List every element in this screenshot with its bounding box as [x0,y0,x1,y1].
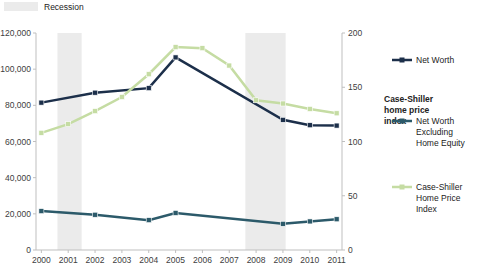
series-marker [173,210,178,215]
series-marker [280,101,285,106]
legend-label: Recession [44,2,84,12]
recession-band [57,33,81,250]
y-tick-label: 120,000 [0,28,31,38]
series-marker [39,209,44,214]
legend-marker [400,119,405,124]
y-tick [33,250,36,251]
legend-label: Net Worth [416,55,454,65]
x-tick [68,250,69,253]
series-line [41,47,336,133]
series-marker [307,106,312,111]
x-tick-label: 2004 [139,255,158,265]
y-tick [33,141,36,142]
x-axis [36,250,342,251]
series [39,45,339,136]
x-tick [256,250,257,253]
legend-swatch [4,2,38,11]
series-marker [254,98,259,103]
x-tick-label: 2011 [327,255,346,265]
x-tick-label: 2010 [300,255,319,265]
x-tick [202,250,203,253]
x-tick [229,250,230,253]
x-tick [121,250,122,253]
x-tick-label: 2009 [273,255,292,265]
series-marker [146,218,151,223]
x-tick [336,250,337,253]
series-marker [227,63,232,68]
x-tick-label: 2003 [112,255,131,265]
y-tick-label: 60,000 [5,137,31,147]
y2-tick-label: 100 [348,137,362,147]
legend-label: Case-ShillerHome PriceIndex [416,182,462,214]
x-tick [95,250,96,253]
series-marker [280,221,285,226]
series-marker [173,45,178,50]
series [39,209,339,227]
y-tick [33,177,36,178]
recession-band [245,33,285,250]
legend-label: Net WorthExcludingHome Equity [416,116,465,148]
y-tick [33,213,36,214]
legend-marker [400,58,405,63]
series-marker [307,219,312,224]
series-line [41,211,336,224]
chart: 2000200120022003200420052006200720082009… [0,0,480,268]
series-marker [146,86,151,91]
y2-tick [342,250,345,251]
x-tick [148,250,149,253]
y-tick [33,33,36,34]
series-marker [39,130,44,135]
plot-area [39,33,339,250]
x-tick [309,250,310,253]
y2-tick-label: 50 [348,191,358,201]
y-tick-label: 20,000 [5,209,31,219]
x-tick-label: 2007 [220,255,239,265]
y-tick-label: 0 [26,245,31,255]
y2-tick [342,87,345,88]
x-tick-label: 2008 [247,255,266,265]
series-marker [173,55,178,60]
series-marker [307,123,312,128]
x-tick-label: 2000 [32,255,51,265]
series-marker [200,46,205,51]
series-marker [93,212,98,217]
y-tick-label: 80,000 [5,100,31,110]
series-marker [280,117,285,122]
x-tick-label: 2005 [166,255,185,265]
x-tick-label: 2002 [86,255,105,265]
y2-tick-label: 0 [348,245,353,255]
y-tick [33,105,36,106]
series-marker [334,217,339,222]
legend-marker [400,185,405,190]
series-marker [93,109,98,114]
x-tick [282,250,283,253]
series-marker [119,95,124,100]
y2-tick-label: 150 [348,82,362,92]
y2-tick [342,33,345,34]
x-tick [175,250,176,253]
series-marker [39,100,44,105]
y-tick [33,69,36,70]
y-tick-label: 100,000 [0,64,31,74]
x-tick-label: 2001 [59,255,78,265]
series-marker [66,122,71,127]
x-tick-label: 2006 [193,255,212,265]
y2-tick-label: 200 [348,28,362,38]
x-tick [41,250,42,253]
series-marker [334,111,339,116]
series-marker [334,123,339,128]
series-marker [146,72,151,77]
y-tick-label: 40,000 [5,173,31,183]
series-marker [93,90,98,95]
y2-tick [342,195,345,196]
y2-tick [342,141,345,142]
